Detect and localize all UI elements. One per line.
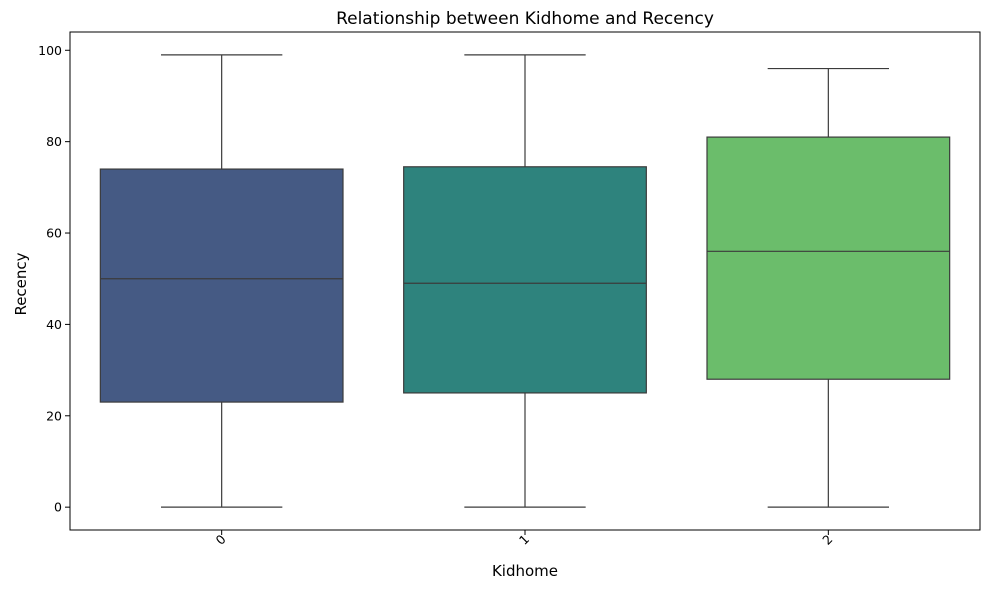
y-tick-label-100: 100 <box>38 43 62 58</box>
x-tick-label-1: 1 <box>516 532 532 548</box>
box-kidhome-1 <box>403 166 647 394</box>
y-tick-label-20: 20 <box>46 408 62 423</box>
y-tick-label-0: 0 <box>54 500 62 515</box>
box-kidhome-2 <box>706 136 951 380</box>
chart-title: Relationship between Kidhome and Recency <box>336 9 714 29</box>
y-tick-label-80: 80 <box>46 134 62 149</box>
y-tick-label-60: 60 <box>46 226 62 241</box>
x-tick-label-2: 2 <box>819 532 835 548</box>
box-kidhome-0 <box>99 168 344 403</box>
x-tick-label-0: 0 <box>213 531 229 547</box>
x-axis-label: Kidhome <box>492 562 558 580</box>
y-tick-label-40: 40 <box>46 317 62 332</box>
plot-area: 0 20 40 60 80 100 0 1 2 <box>38 31 981 548</box>
y-axis-label: Recency <box>12 252 30 315</box>
